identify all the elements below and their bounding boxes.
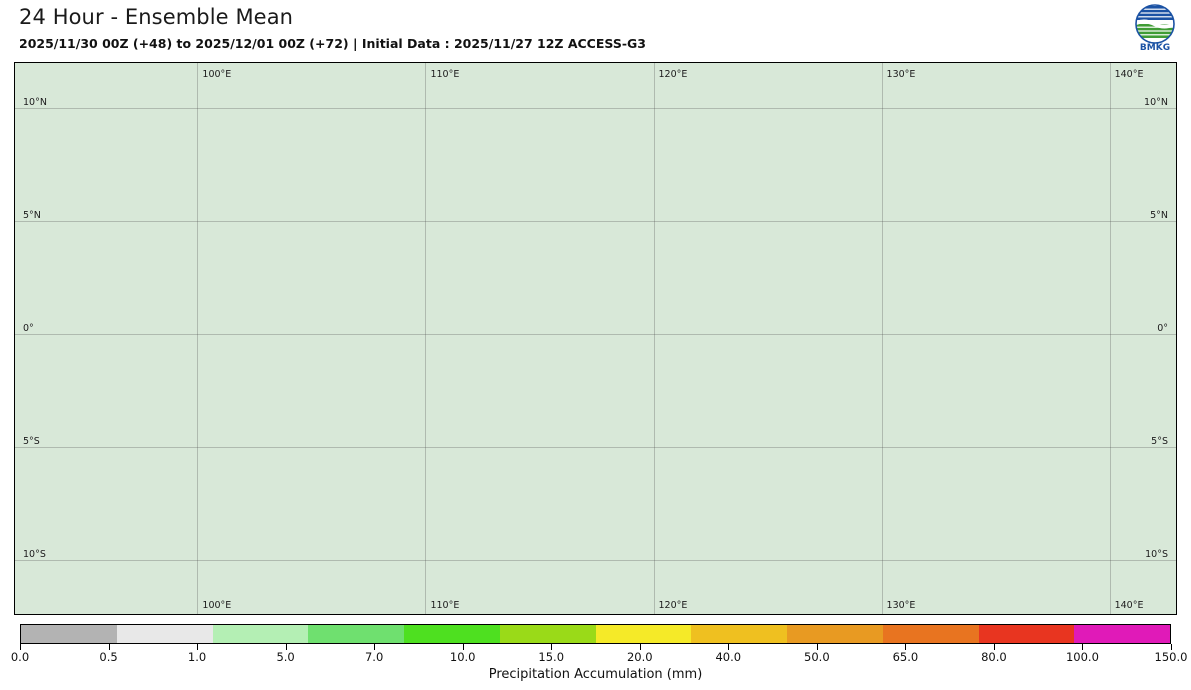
colorbar-tick [374,644,376,650]
colorbar-tick-label: 15.0 [538,650,565,664]
bmkg-logo-icon: BMKG [1135,4,1175,53]
colorbar-tick-label: 20.0 [626,650,653,664]
colorbar-tick-label: 40.0 [715,650,742,664]
colorbar-segment [1074,625,1170,643]
colorbar-section: 0.0 0.5 1.0 5.0 7.0 10.0 15.0 20.0 40.0 50.0 65.0 8… [0,622,1191,690]
colorbar-tick [1082,644,1084,650]
colorbar-tick-label: 50.0 [804,650,830,664]
colorbar-segment [882,625,979,643]
colorbar-tick-label: 80.0 [981,650,1007,664]
colorbar-tick-label: 100.0 [1065,650,1099,664]
colorbar-tick-label: 150.0 [1154,650,1188,664]
colorbar-tick [905,644,907,650]
colorbar-tick-label: 1.0 [187,650,207,664]
colorbar-tick-label: 0.5 [99,650,118,664]
colorbar-tick [551,644,553,650]
colorbar-tick-label: 10.0 [449,650,476,664]
colorbar-tick [462,644,464,650]
colorbar-segment [499,625,596,643]
colorbar-segment [116,625,213,643]
svg-text:BMKG: BMKG [1140,43,1170,53]
colorbar-tick [728,644,730,650]
colorbar-segment [404,625,500,643]
colorbar-tick [639,644,641,650]
colorbar-tick [108,644,110,650]
colorbar-tick-label: 0.0 [10,650,30,664]
colorbar-tick-label: 65.0 [892,650,919,664]
colorbar-segment [212,625,309,643]
colorbar-tick [197,644,199,650]
colorbar-segment [21,625,117,643]
colorbar-segment [787,625,883,643]
page-title: 24 Hour - Ensemble Mean [19,5,294,29]
colorbar-tick-labels: 0.0 0.5 1.0 5.0 7.0 10.0 15.0 20.0 40.0 50.0 65.0 8… [0,650,1191,666]
colorbar-tick-label: 5.0 [276,650,295,664]
colorbar-tick-label: 7.0 [364,650,384,664]
precipitation-raster [15,63,1176,614]
colorbar-segment [595,625,692,643]
colorbar-segment [308,625,404,643]
precipitation-map[interactable]: 100°E 100°E 110°E 110°E 120°E 120°E 130°E 130°E… [14,62,1177,615]
colorbar-segment [691,625,787,643]
colorbar-segment [978,625,1075,643]
colorbar-gradient[interactable] [20,624,1171,644]
figure-header: 24 Hour - Ensemble Mean 2025/11/30 00Z (… [0,0,1191,58]
colorbar-tick [285,644,287,650]
colorbar-axis-label: Precipitation Accumulation (mm) [488,667,703,682]
colorbar-tick [1171,644,1172,650]
colorbar-tick [993,644,995,650]
colorbar-ticks [20,644,1172,652]
colorbar-tick [816,644,818,650]
page-subtitle: 2025/11/30 00Z (+48) to 2025/12/01 00Z (… [19,36,646,51]
colorbar-tick [20,644,21,650]
